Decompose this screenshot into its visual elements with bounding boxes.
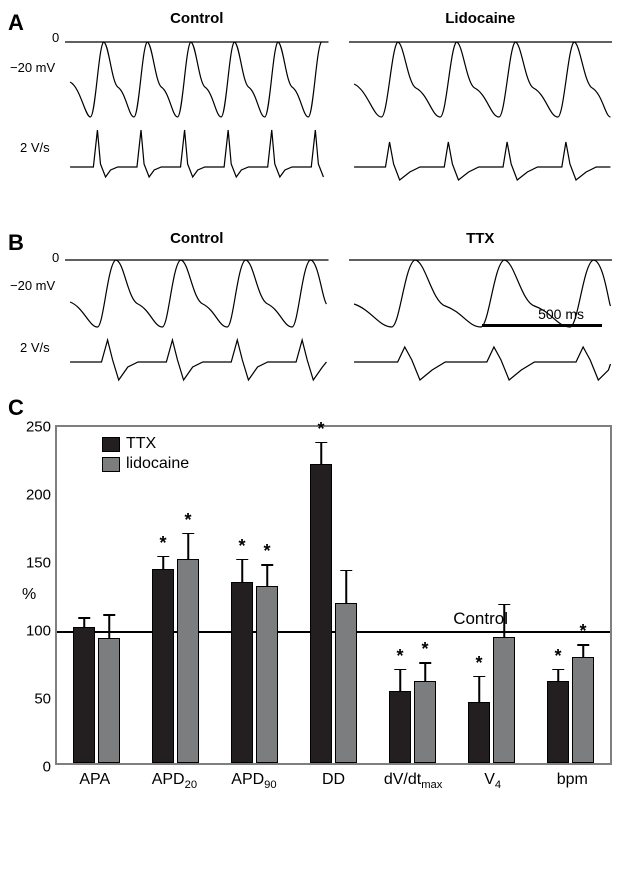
x-label: APA <box>55 771 135 791</box>
error-bar <box>557 669 559 683</box>
bar-chart: TTXlidocaine Control ********** % 050100… <box>55 425 612 765</box>
x-axis: APAAPD20APD90DDdV/dtmaxV4bpm <box>55 771 612 791</box>
error-bar <box>320 442 322 465</box>
scalebar-label: 500 ms <box>538 306 584 322</box>
error-bar <box>503 604 505 638</box>
error-bar <box>187 533 189 560</box>
panel-b: B Control TTX 0 −20 mV 500 ms 2 V/s <box>10 230 612 415</box>
panel-a: A Control Lidocaine 0 −20 mV 2 V/s <box>10 10 612 220</box>
bar-group: ** <box>373 427 452 763</box>
bar-group: ** <box>215 427 294 763</box>
bar: * <box>468 702 490 763</box>
y-axis-title: % <box>22 586 36 604</box>
bar: * <box>152 569 174 763</box>
y-tick: 50 <box>34 691 57 708</box>
bar-group: * <box>294 427 373 763</box>
panel-b-label: B <box>8 230 24 256</box>
significance-star: * <box>421 639 428 660</box>
panel-a-mv: −20 mV <box>10 60 55 75</box>
panel-a-dvdt-control <box>65 122 329 187</box>
bar: * <box>389 691 411 763</box>
significance-star: * <box>396 646 403 667</box>
panel-a-dvdt-lidocaine <box>349 122 613 187</box>
panel-b-dvdt-control <box>65 332 329 387</box>
error-bar <box>266 564 268 587</box>
x-label: DD <box>294 771 374 791</box>
significance-star: * <box>238 536 245 557</box>
bar-group: * <box>452 427 531 763</box>
bar <box>98 638 120 763</box>
panel-b-ap-control <box>65 252 329 332</box>
x-label: V4 <box>453 771 533 791</box>
bar-group: ** <box>531 427 610 763</box>
error-bar <box>162 556 164 570</box>
panel-b-vs: 2 V/s <box>20 340 50 355</box>
error-bar <box>478 676 480 703</box>
bar <box>335 603 357 763</box>
panel-a-left-title: Control <box>65 10 329 27</box>
bar: * <box>177 559 199 763</box>
error-bar <box>424 662 426 682</box>
y-tick: 150 <box>26 555 57 572</box>
significance-star: * <box>554 646 561 667</box>
y-tick: 200 <box>26 487 57 504</box>
error-bar <box>345 570 347 604</box>
x-label: APD20 <box>135 771 215 791</box>
bar: * <box>414 681 436 763</box>
panel-b-right-title: TTX <box>349 230 613 247</box>
panel-a-right-title: Lidocaine <box>349 10 613 27</box>
panel-b-mv: −20 mV <box>10 278 55 293</box>
bar: * <box>231 582 253 763</box>
significance-star: * <box>475 653 482 674</box>
panel-b-left-title: Control <box>65 230 329 247</box>
significance-star: * <box>579 621 586 642</box>
bar-group <box>57 427 136 763</box>
error-bar <box>108 614 110 638</box>
significance-star: * <box>263 541 270 562</box>
panel-b-zero: 0 <box>52 250 59 265</box>
error-bar <box>582 644 584 658</box>
panel-c: C TTXlidocaine Control ********** % 0501… <box>10 425 612 791</box>
bar: * <box>572 657 594 763</box>
panel-c-label: C <box>8 395 24 421</box>
panel-a-label: A <box>8 10 24 36</box>
y-tick: 100 <box>26 623 57 640</box>
bar <box>493 637 515 763</box>
panel-a-ap-lidocaine <box>349 32 613 122</box>
scalebar <box>482 324 602 327</box>
error-bar <box>83 617 85 628</box>
error-bar <box>399 669 401 692</box>
panel-a-zero: 0 <box>52 30 59 45</box>
error-bar <box>241 559 243 583</box>
x-label: APD90 <box>214 771 294 791</box>
bar: * <box>547 681 569 763</box>
significance-star: * <box>184 510 191 531</box>
significance-star: * <box>159 533 166 554</box>
bar: * <box>310 464 332 763</box>
panel-a-ap-control <box>65 32 329 122</box>
y-tick: 0 <box>43 759 57 776</box>
panel-b-dvdt-ttx <box>349 332 613 387</box>
y-tick: 250 <box>26 419 57 436</box>
panel-a-vs: 2 V/s <box>20 140 50 155</box>
x-label: bpm <box>532 771 612 791</box>
bar <box>73 627 95 763</box>
x-label: dV/dtmax <box>373 771 453 791</box>
bar-group: ** <box>136 427 215 763</box>
significance-star: * <box>317 419 324 440</box>
bar: * <box>256 586 278 763</box>
